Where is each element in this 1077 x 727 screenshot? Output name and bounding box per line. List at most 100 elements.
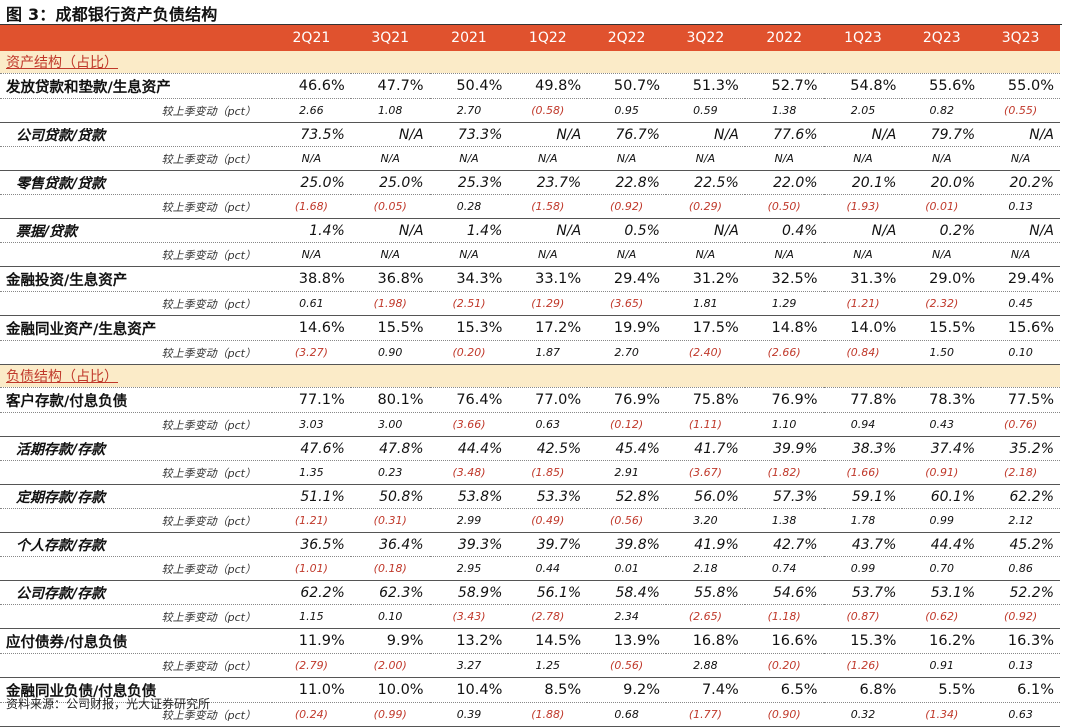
metric-value: N/A bbox=[823, 122, 903, 147]
change-value: 0.10 bbox=[981, 340, 1060, 365]
change-value: 0.13 bbox=[981, 194, 1060, 219]
metric-label: 客户存款/付息负债 bbox=[0, 387, 272, 413]
change-label: 较上季变动（pct） bbox=[0, 653, 272, 678]
metric-value: 45.4% bbox=[587, 436, 666, 461]
metric-value: 53.8% bbox=[429, 484, 509, 509]
change-label: 较上季变动（pct） bbox=[0, 146, 272, 171]
column-header: 2Q23 bbox=[902, 25, 982, 51]
change-value: 0.44 bbox=[508, 556, 588, 581]
metric-value: N/A bbox=[823, 218, 903, 243]
change-value: 1.25 bbox=[508, 653, 588, 678]
metric-row: 定期存款/存款 51.1% 50.8% 53.8% 53.3% 52.8% 56.0% 57.… bbox=[0, 484, 1060, 509]
change-value: 0.45 bbox=[981, 291, 1060, 316]
change-value: 0.10 bbox=[350, 604, 430, 629]
change-value: 0.86 bbox=[981, 556, 1060, 581]
metric-value: 77.1% bbox=[272, 387, 351, 413]
metric-label: 金融同业资产/生息资产 bbox=[0, 315, 272, 341]
change-value: (2.18) bbox=[981, 460, 1060, 485]
change-value: N/A bbox=[665, 146, 745, 171]
metric-value: 39.8% bbox=[587, 532, 666, 557]
metric-value: 37.4% bbox=[902, 436, 982, 461]
change-value: (0.24) bbox=[272, 702, 351, 727]
change-value: 0.74 bbox=[744, 556, 824, 581]
change-value: N/A bbox=[587, 146, 666, 171]
metric-value: 34.3% bbox=[429, 266, 509, 292]
change-value: 0.59 bbox=[665, 98, 745, 123]
metric-value: N/A bbox=[350, 218, 430, 243]
metric-value: 22.8% bbox=[587, 170, 666, 195]
metric-value: 60.1% bbox=[902, 484, 982, 509]
change-value: (2.79) bbox=[272, 653, 351, 678]
metric-row: 活期存款/存款 47.6% 47.8% 44.4% 42.5% 45.4% 41.7% 39.… bbox=[0, 436, 1060, 461]
change-value: (2.65) bbox=[665, 604, 745, 629]
metric-value: 17.2% bbox=[508, 315, 588, 341]
change-value: (0.56) bbox=[587, 508, 666, 533]
change-value: (2.40) bbox=[665, 340, 745, 365]
change-label: 较上季变动（pct） bbox=[0, 508, 272, 533]
change-value: 0.70 bbox=[902, 556, 982, 581]
change-row: 较上季变动（pct） 0.61 (1.98) (2.51) (1.29) (3.65) 1.… bbox=[0, 291, 1060, 316]
metric-value: 53.3% bbox=[508, 484, 588, 509]
change-value: (1.66) bbox=[823, 460, 903, 485]
metric-value: 62.3% bbox=[350, 580, 430, 605]
metric-value: 0.5% bbox=[587, 218, 666, 243]
change-value: (1.18) bbox=[744, 604, 824, 629]
metric-value: 22.0% bbox=[744, 170, 824, 195]
change-value: N/A bbox=[981, 146, 1060, 171]
change-value: N/A bbox=[744, 146, 824, 171]
metric-value: 19.9% bbox=[587, 315, 666, 341]
metric-value: 15.5% bbox=[902, 315, 982, 341]
change-value: N/A bbox=[350, 146, 430, 171]
column-header: 2Q21 bbox=[272, 25, 351, 51]
metric-value: 80.1% bbox=[350, 387, 430, 413]
change-row: 较上季变动（pct） N/A N/A N/A N/A N/A N/A N/A N/A N/A N/A bbox=[0, 146, 1060, 171]
metric-value: 46.6% bbox=[272, 73, 351, 99]
column-header: 3Q21 bbox=[350, 25, 430, 51]
change-value: (3.67) bbox=[665, 460, 745, 485]
change-value: 0.01 bbox=[587, 556, 666, 581]
change-value: (3.43) bbox=[429, 604, 509, 629]
change-value: 0.91 bbox=[902, 653, 982, 678]
metric-value: 38.8% bbox=[272, 266, 351, 292]
metric-row: 票据/贷款 1.4% N/A 1.4% N/A 0.5% N/A 0.4% N/A 0.2% N/A bbox=[0, 218, 1060, 243]
column-header: 2022 bbox=[744, 25, 824, 51]
change-row: 较上季变动（pct） 3.03 3.00 (3.66) 0.63 (0.12) (1.11)… bbox=[0, 412, 1060, 437]
change-value: (3.65) bbox=[587, 291, 666, 316]
metric-value: 55.8% bbox=[665, 580, 745, 605]
change-value: 2.05 bbox=[823, 98, 903, 123]
change-value: 0.23 bbox=[350, 460, 430, 485]
metric-value: 77.0% bbox=[508, 387, 588, 413]
change-value: (0.99) bbox=[350, 702, 430, 727]
change-value: (2.51) bbox=[429, 291, 509, 316]
change-value: 1.29 bbox=[744, 291, 824, 316]
change-value: (0.92) bbox=[981, 604, 1060, 629]
change-value: 1.38 bbox=[744, 98, 824, 123]
change-label: 较上季变动（pct） bbox=[0, 412, 272, 437]
metric-value: 52.7% bbox=[744, 73, 824, 99]
metric-value: 49.8% bbox=[508, 73, 588, 99]
metric-value: 15.6% bbox=[981, 315, 1060, 341]
change-value: (0.84) bbox=[823, 340, 903, 365]
section-title: 资产结构（占比） bbox=[0, 51, 1060, 74]
metric-value: N/A bbox=[508, 122, 588, 147]
change-value: 0.90 bbox=[350, 340, 430, 365]
change-value: (3.66) bbox=[429, 412, 509, 437]
change-value: 2.70 bbox=[587, 340, 666, 365]
metric-label: 应付债券/付息负债 bbox=[0, 628, 272, 654]
metric-value: 10.4% bbox=[429, 677, 509, 703]
change-row: 较上季变动（pct） N/A N/A N/A N/A N/A N/A N/A N/A N/A N/A bbox=[0, 242, 1060, 267]
change-value: 3.27 bbox=[429, 653, 509, 678]
change-row: 较上季变动（pct） 1.35 0.23 (3.48) (1.85) 2.91 (3.67)… bbox=[0, 460, 1060, 485]
change-value: N/A bbox=[508, 146, 588, 171]
metric-value: 77.6% bbox=[744, 122, 824, 147]
change-value: N/A bbox=[587, 242, 666, 267]
change-label: 较上季变动（pct） bbox=[0, 460, 272, 485]
change-value: (0.20) bbox=[744, 653, 824, 678]
change-value: N/A bbox=[823, 146, 903, 171]
change-value: (0.92) bbox=[587, 194, 666, 219]
metric-value: 73.5% bbox=[272, 122, 351, 147]
change-value: (1.26) bbox=[823, 653, 903, 678]
metric-value: 11.9% bbox=[272, 628, 351, 654]
metric-row: 公司存款/存款 62.2% 62.3% 58.9% 56.1% 58.4% 55.8% 54.… bbox=[0, 580, 1060, 605]
column-header: 3Q22 bbox=[665, 25, 745, 51]
